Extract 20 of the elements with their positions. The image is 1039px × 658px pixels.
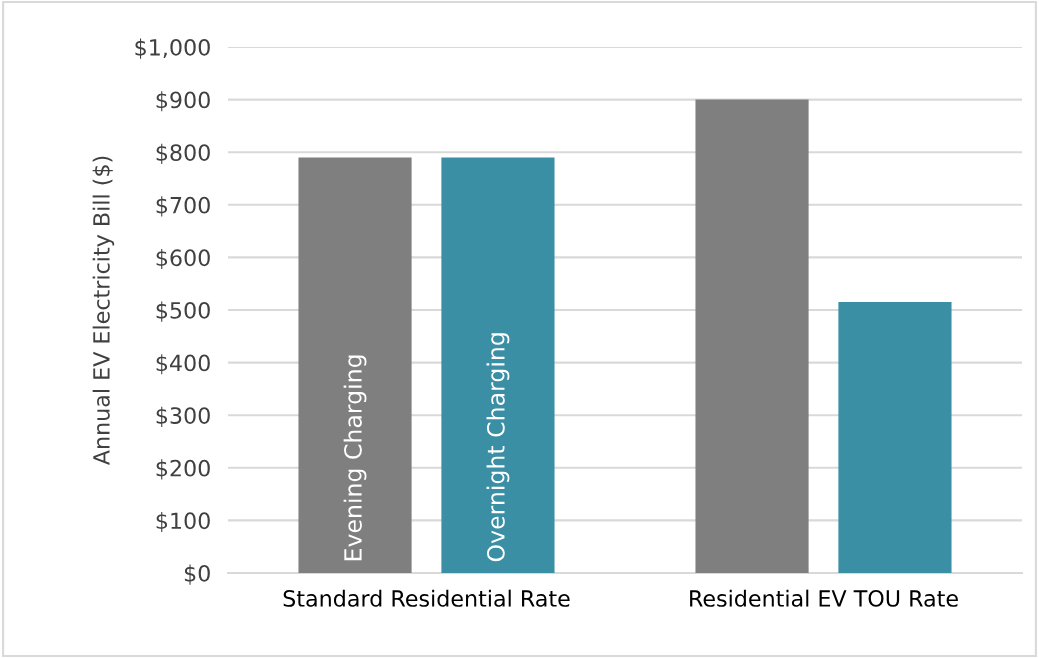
x-tick-label: Standard Residential Rate <box>283 589 570 607</box>
y-tick-label: $200 <box>156 459 210 480</box>
y-tick-label: $400 <box>156 354 210 375</box>
y-tick-label: $700 <box>156 196 210 217</box>
y-tick-label: $800 <box>156 143 210 164</box>
bar <box>695 99 809 573</box>
bar <box>298 157 412 573</box>
y-tick-label: $600 <box>156 248 210 270</box>
y-tick-label: $1,000 <box>135 38 210 59</box>
series-label: Overnight Charging <box>486 333 510 562</box>
y-tick-label: $0 <box>184 564 210 585</box>
y-tick-label: $100 <box>156 511 210 533</box>
bar <box>441 157 555 573</box>
y-tick-label: $300 <box>156 406 210 427</box>
y-tick-label: $500 <box>156 301 210 322</box>
bar <box>838 302 952 573</box>
y-tick-label: $900 <box>156 91 210 112</box>
x-tick-label: Residential EV TOU Rate <box>690 589 958 607</box>
series-label: Evening Charging <box>343 355 367 561</box>
y-axis-title: Annual EV Electricity Bill ($) <box>92 156 115 466</box>
